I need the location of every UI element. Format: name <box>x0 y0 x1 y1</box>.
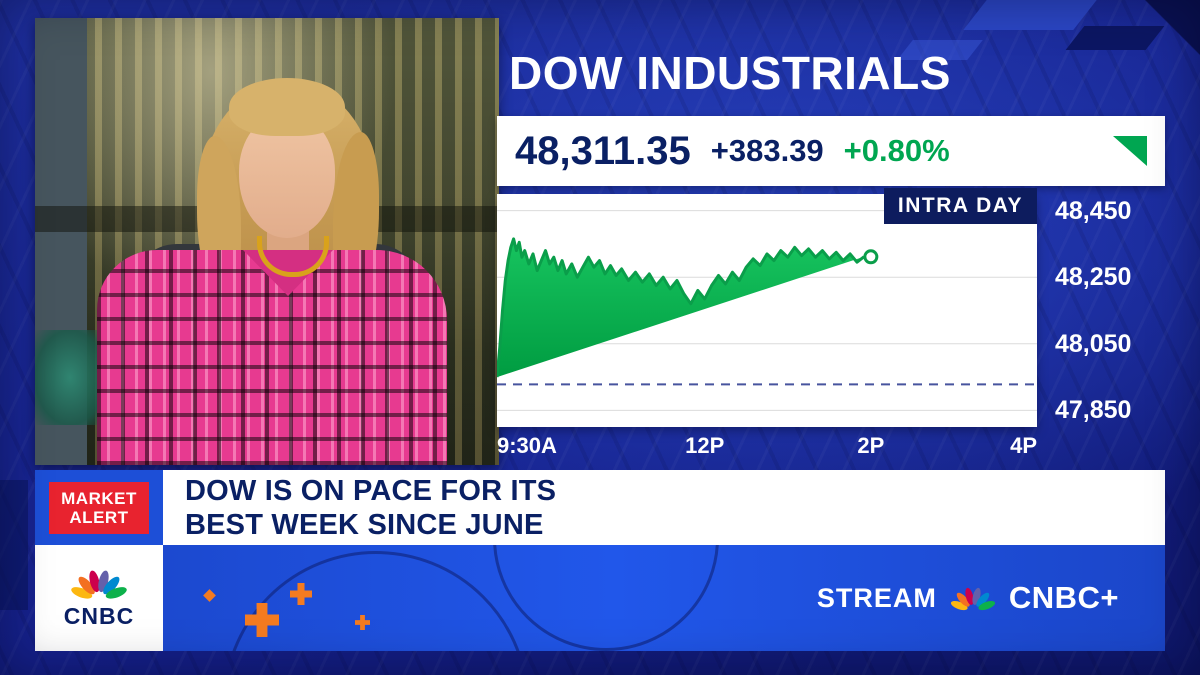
cnbc-peacock-icon <box>71 570 127 599</box>
cnbc-wordmark: CNBC <box>63 602 135 629</box>
cnbc-peacock-icon <box>950 587 995 610</box>
bg-corner-shape <box>1080 0 1200 60</box>
market-panel: DOW INDUSTRIALS 48,311.35 +383.39 +0.80%… <box>497 18 1165 465</box>
promo-banner: STREAM CNBC+ <box>163 545 1165 651</box>
headline-banner: DOW IS ON PACE FOR ITS BEST WEEK SINCE J… <box>163 470 1165 545</box>
index-title: DOW INDUSTRIALS <box>509 47 951 99</box>
x-axis-label: 12P <box>685 433 725 458</box>
stream-label: STREAM <box>816 582 937 613</box>
banner-ring-decoration <box>493 545 719 651</box>
intraday-chart-plot <box>497 194 1037 427</box>
diamond-decoration <box>203 589 216 602</box>
up-flag-icon <box>1113 136 1147 166</box>
x-axis: 9:30A 12P 2P 4P <box>497 431 1037 463</box>
index-change: +383.39 <box>710 133 824 168</box>
market-alert-badge: MARKET ALERT <box>49 481 149 534</box>
intraday-badge: INTRA DAY <box>883 188 1037 224</box>
headline-line1: DOW IS ON PACE FOR ITS <box>185 474 557 507</box>
y-axis: 48,450 48,250 48,050 47,850 <box>1049 194 1161 427</box>
market-alert-line2: ALERT <box>69 507 129 527</box>
guest-hair-fringe <box>229 78 345 136</box>
index-change-percent: +0.80% <box>843 133 950 168</box>
index-price: 48,311.35 <box>515 128 691 173</box>
studio-monitor-glow <box>35 330 105 425</box>
market-alert-line1: MARKET <box>61 488 137 508</box>
bg-edge-shape <box>0 480 28 610</box>
x-axis-label: 2P <box>857 433 885 458</box>
x-axis-label: 9:30A <box>497 433 557 458</box>
banner-ring-decoration <box>223 551 529 651</box>
y-axis-label: 48,250 <box>1055 263 1132 292</box>
y-axis-label: 48,050 <box>1055 329 1132 358</box>
guest-video-frame <box>35 18 499 465</box>
market-alert-box: MARKET ALERT <box>35 470 163 545</box>
headline-line2: BEST WEEK SINCE JUNE <box>185 508 544 541</box>
x-axis-label: 4P <box>1010 433 1037 458</box>
cnbc-plus-wordmark: CNBC+ <box>1008 580 1119 615</box>
stream-promo: STREAM CNBC+ <box>817 545 1119 651</box>
y-axis-label: 47,850 <box>1055 396 1132 425</box>
quote-bar: 48,311.35 +383.39 +0.80% <box>497 116 1165 186</box>
intraday-chart <box>497 210 1037 411</box>
y-axis-label: 48,450 <box>1055 196 1132 225</box>
cnbc-logo-box: CNBC <box>35 545 163 651</box>
guest-plaid-jacket <box>97 250 447 465</box>
